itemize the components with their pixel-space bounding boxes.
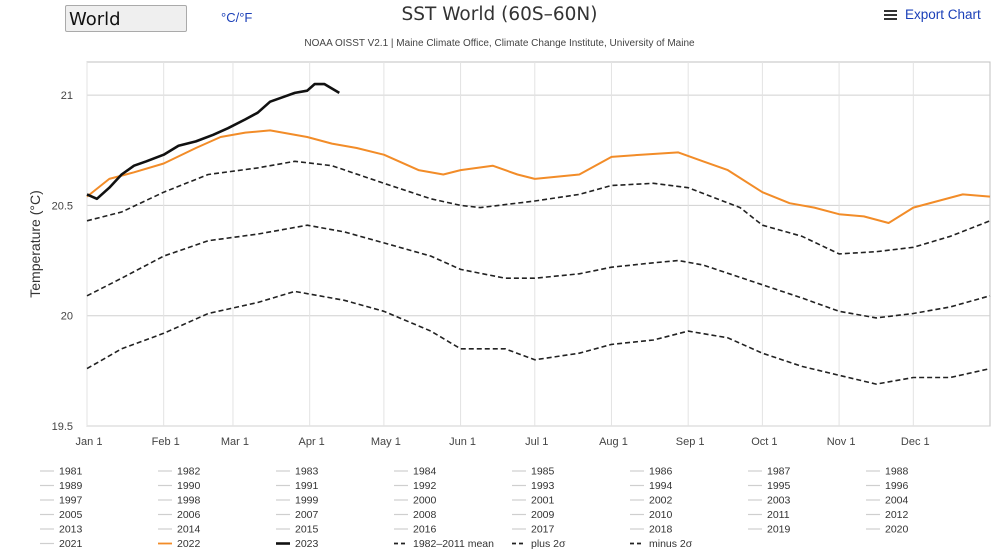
legend-item-label: 1986 [649, 466, 673, 478]
legend-item-label: 1999 [295, 495, 319, 507]
legend-item-label: 2012 [885, 509, 909, 521]
x-tick-label: Oct 1 [751, 436, 777, 448]
series-line-plus-2- [86, 160, 991, 255]
legend-item-label: minus 2σ [649, 538, 693, 550]
series-line-2023 [86, 82, 340, 201]
legend-item-label: 2018 [649, 524, 673, 536]
y-tick-label: 20.5 [52, 200, 73, 212]
legend-item-label: 2007 [295, 509, 319, 521]
legend-item-label: 2003 [767, 495, 791, 507]
legend-item-label: 2014 [177, 524, 201, 536]
x-tick-label: Jun 1 [449, 436, 476, 448]
x-tick-label: Jul 1 [525, 436, 548, 448]
legend-item-label: 2022 [177, 538, 201, 550]
region-select[interactable]: World [65, 5, 187, 32]
x-tick-label: Sep 1 [676, 436, 705, 448]
legend-item-label: 2020 [885, 524, 909, 536]
y-tick-label: 19.5 [52, 421, 73, 433]
legend-item-label: 2008 [413, 509, 437, 521]
legend-item-label: 1993 [531, 480, 555, 492]
legend-item-label: 2023 [295, 538, 319, 550]
x-tick-label: May 1 [371, 436, 401, 448]
x-tick-label: Mar 1 [221, 436, 249, 448]
legend-item-label: 1997 [59, 495, 83, 507]
legend-item-label: 1982 [177, 466, 201, 478]
legend-item-label: 2004 [885, 495, 909, 507]
legend-item-label: 1983 [295, 466, 319, 478]
series-line-minus-2- [86, 290, 991, 385]
legend-item-label: 2011 [767, 509, 790, 521]
legend-item-label: 1981 [59, 466, 83, 478]
series-line-1982-2011-mean [86, 224, 991, 319]
legend-item-label: 1990 [177, 480, 201, 492]
export-chart-label: Export Chart [905, 7, 981, 22]
unit-toggle-link[interactable]: °C/°F [221, 10, 253, 25]
legend-item-label: 2001 [531, 495, 555, 507]
legend-item-label: 1985 [531, 466, 555, 478]
legend-item-label: 2010 [649, 509, 673, 521]
legend-item-label: 1987 [767, 466, 791, 478]
x-tick-label: Apr 1 [299, 436, 325, 448]
legend-item-label: 2015 [295, 524, 319, 536]
legend-item-label: 2019 [767, 524, 791, 536]
legend-item-label: 2009 [531, 509, 555, 521]
legend-item-label: 2017 [531, 524, 555, 536]
plot-frame [86, 61, 991, 427]
legend-item-label: 1994 [649, 480, 673, 492]
legend-item-label: 2000 [413, 495, 437, 507]
legend-item-label: 1991 [295, 480, 319, 492]
legend-item-label: 1984 [413, 466, 437, 478]
legend-item-label: 1995 [767, 480, 791, 492]
legend-item-label: 2006 [177, 509, 201, 521]
x-tick-label: Aug 1 [599, 436, 628, 448]
legend-item-label: 1996 [885, 480, 909, 492]
x-tick-label: Nov 1 [827, 436, 856, 448]
series-line-2022 [86, 129, 991, 224]
legend-item-label: 1998 [177, 495, 201, 507]
legend-item-label: 1989 [59, 480, 83, 492]
legend-item-label: 2013 [59, 524, 83, 536]
y-axis-label: Temperature (°C) [27, 190, 43, 298]
y-tick-label: 20 [61, 311, 73, 323]
legend-item-label: 1992 [413, 480, 437, 492]
legend-item-label: 2021 [59, 538, 83, 550]
legend-item-label: plus 2σ [531, 538, 566, 550]
x-tick-label: Dec 1 [901, 436, 930, 448]
x-tick-label: Feb 1 [152, 436, 180, 448]
legend-item-label: 2016 [413, 524, 437, 536]
x-tick-label: Jan 1 [76, 436, 103, 448]
legend-item-label: 1982–2011 mean [413, 538, 494, 550]
y-tick-label: 21 [61, 90, 73, 102]
hamburger-menu-icon [884, 8, 897, 22]
legend-item-label: 2002 [649, 495, 673, 507]
legend-item-label: 1988 [885, 466, 909, 478]
export-chart-button[interactable]: Export Chart [884, 7, 981, 22]
legend-item-label: 2005 [59, 509, 83, 521]
